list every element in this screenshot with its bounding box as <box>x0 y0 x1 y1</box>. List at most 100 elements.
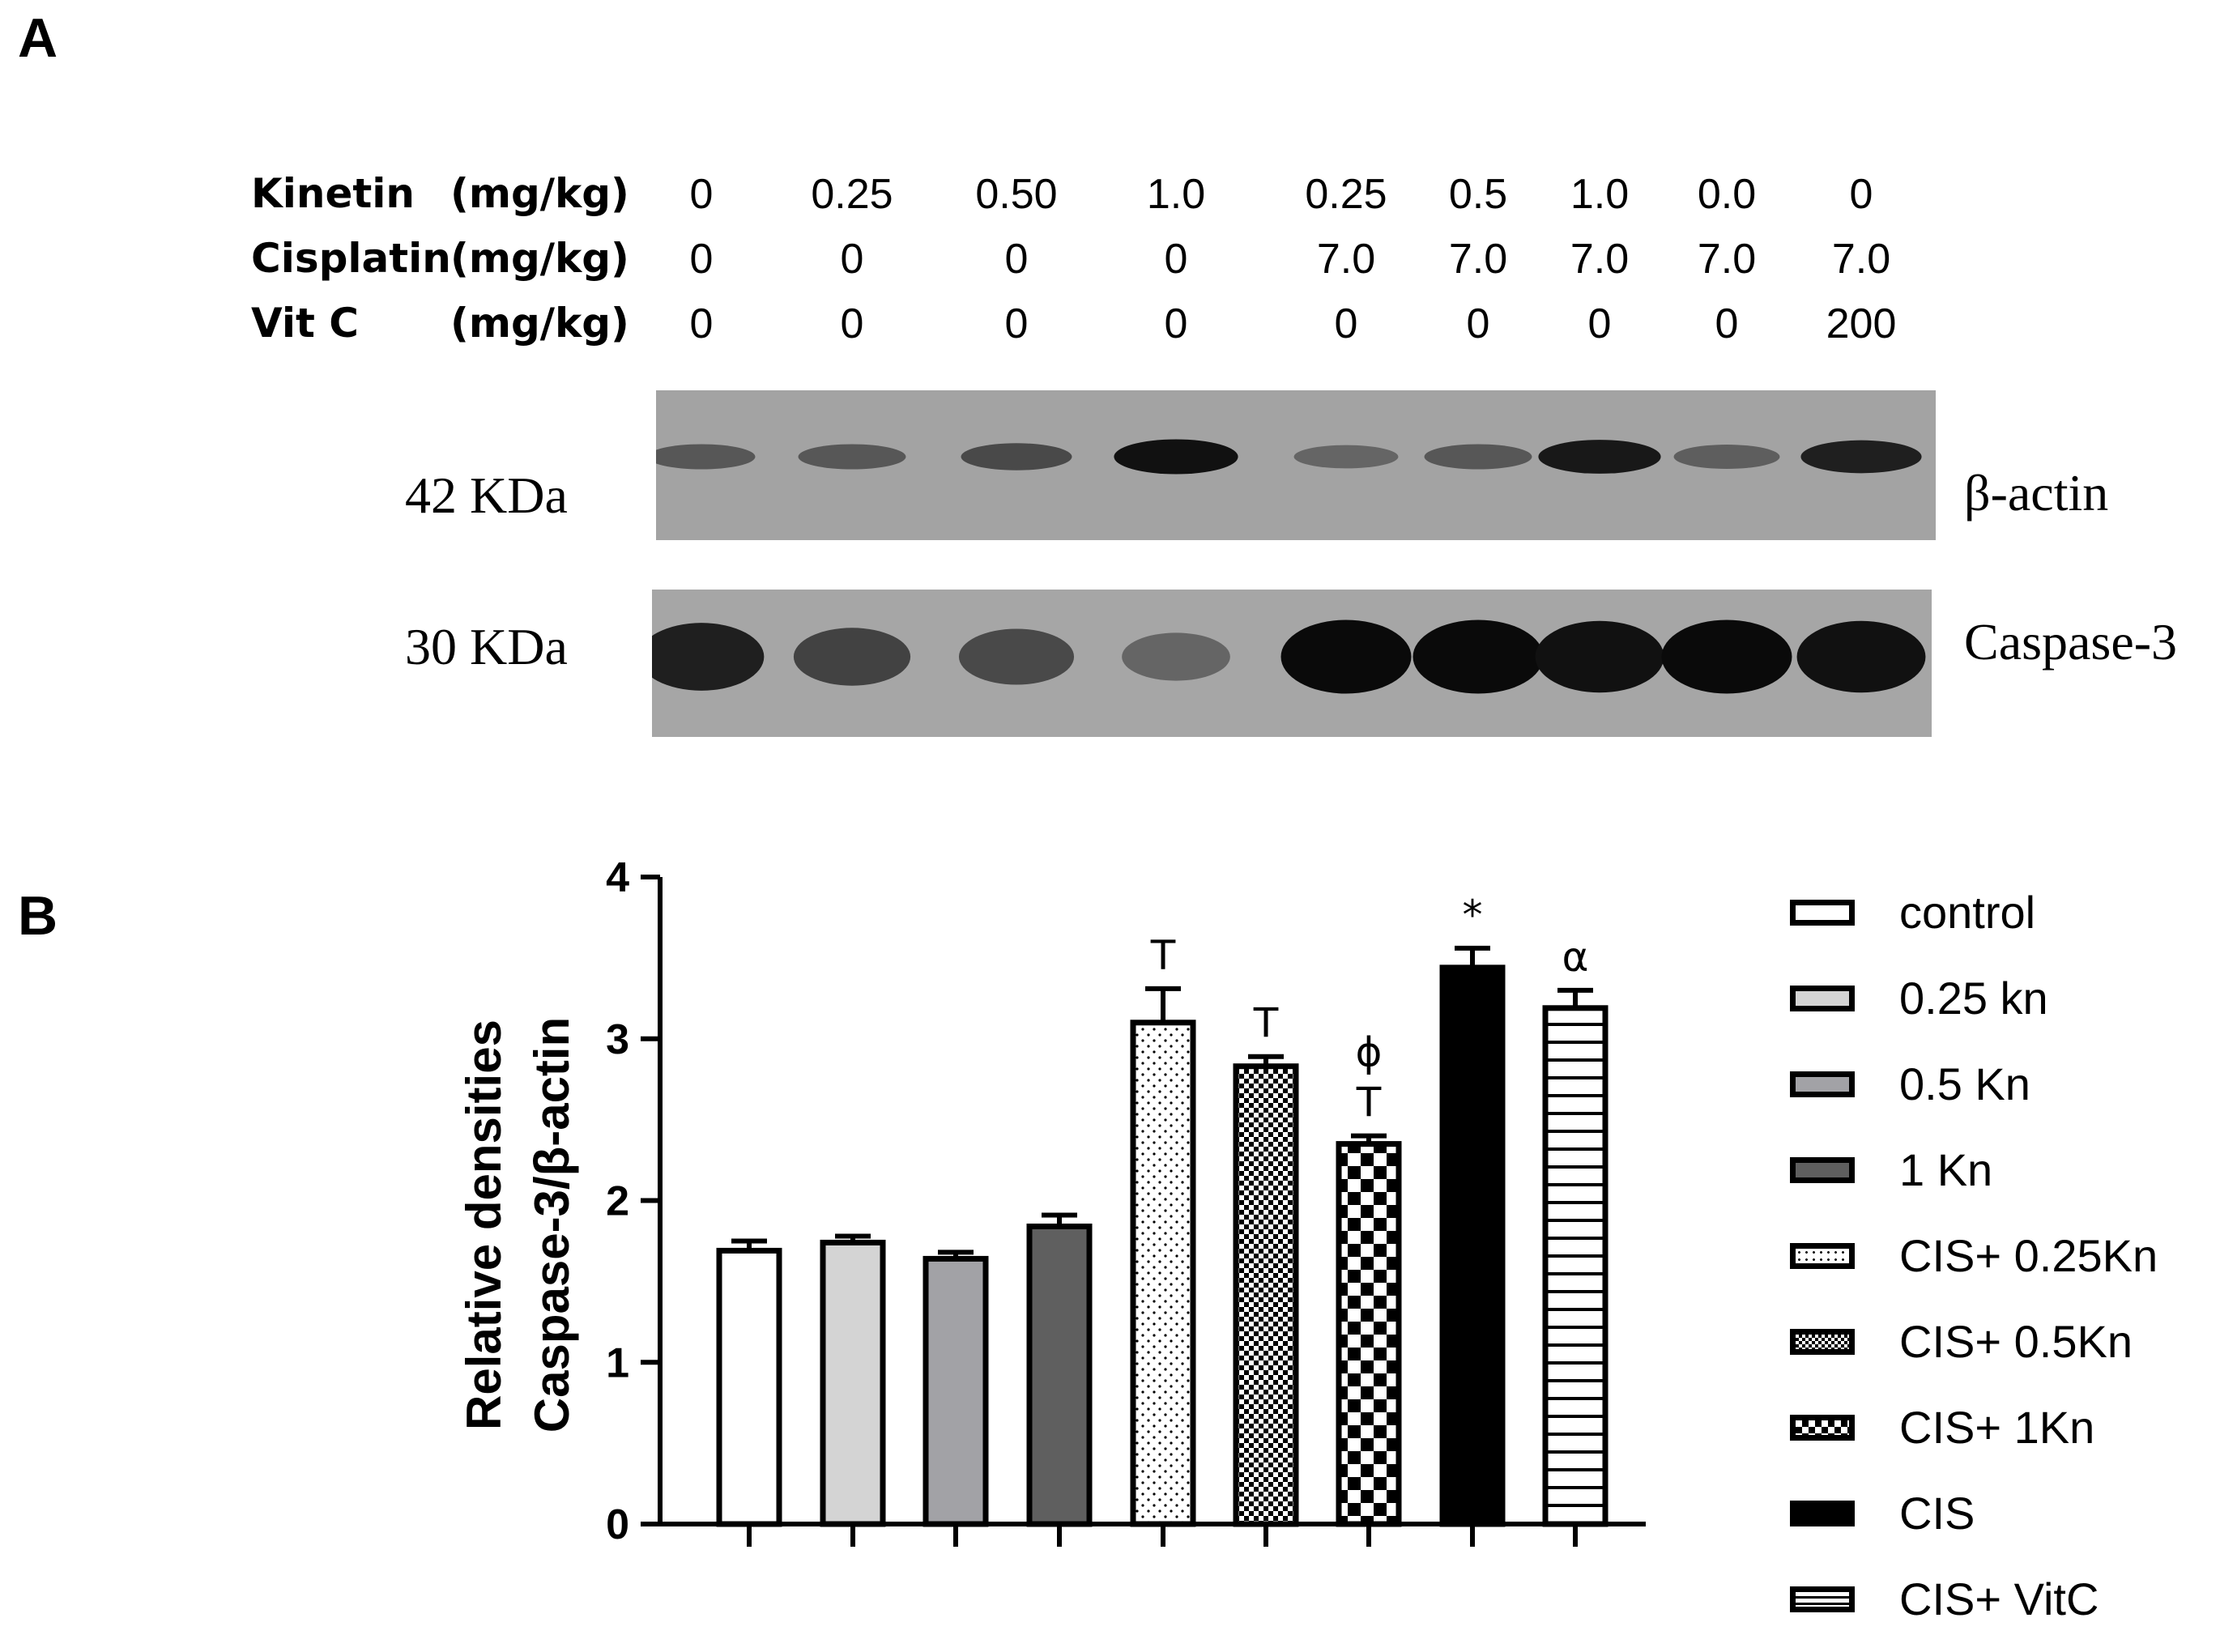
condition-value: 0 <box>840 236 864 283</box>
condition-row-cisplatin: Cisplatin (mg/kg) 0 0 0 0 7.0 7.0 7.0 7.0 7.0 <box>251 235 1890 292</box>
legend-label: CIS+ 0.5Kn <box>1899 1316 2133 1367</box>
blot-band <box>1424 444 1532 470</box>
legend-swatch <box>1790 1501 1855 1526</box>
condition-value: 0.25 <box>811 171 893 218</box>
blot-band <box>1413 620 1544 694</box>
condition-label: Kinetin <box>251 170 415 217</box>
significance-marker: T <box>1253 1000 1279 1047</box>
condition-unit: (mg/kg) <box>450 170 629 217</box>
bar <box>1542 1005 1609 1527</box>
blot-band <box>961 443 1072 470</box>
condition-value: 0.0 <box>1697 171 1757 218</box>
protein-label-beta-actin: β-actin <box>1964 464 2109 522</box>
y-tick-label: 2 <box>606 1178 629 1225</box>
blot-band <box>1122 632 1230 681</box>
condition-value: 0 <box>840 300 864 347</box>
blot-band <box>656 444 756 470</box>
legend-item: CIS <box>1790 1488 2211 1552</box>
legend-label: 1 Kn <box>1899 1144 1993 1195</box>
condition-value: 0.25 <box>1305 171 1387 218</box>
condition-row-kinetin: Kinetin (mg/kg) 0 0.25 0.50 1.0 0.25 0.5 1.0 0.… <box>251 170 1873 227</box>
bar <box>1439 964 1506 1527</box>
legend-swatch <box>1790 1243 1855 1269</box>
legend-label: CIS+ VitC <box>1899 1573 2099 1624</box>
y-tick-label: 4 <box>606 854 629 901</box>
condition-value: 7.0 <box>1570 236 1630 283</box>
bar <box>1233 1063 1299 1527</box>
legend-swatch <box>1790 900 1855 926</box>
mw-label-42: 42 KDa <box>405 466 568 524</box>
legend-item: CIS+ VitC <box>1790 1573 2211 1638</box>
bar <box>1336 1141 1402 1527</box>
legend-label: 0.25 kn <box>1899 973 2048 1024</box>
legend-label: CIS+ 1Kn <box>1899 1402 2095 1453</box>
panel-b-letter: B <box>18 885 58 947</box>
mw-label-30: 30 KDa <box>405 618 568 675</box>
blot-caspase-3 <box>652 590 1932 737</box>
blot-beta-actin <box>656 390 1936 540</box>
blot-band <box>1114 439 1238 475</box>
condition-value: 0 <box>1164 300 1188 347</box>
condition-value: 0 <box>1004 300 1029 347</box>
condition-value: 0 <box>1587 300 1612 347</box>
blot-band <box>1796 620 1926 693</box>
condition-unit: (mg/kg) <box>450 300 629 347</box>
legend-label: CIS <box>1899 1488 1975 1539</box>
legend-item: 1 Kn <box>1790 1144 2211 1209</box>
condition-row-vitc: Vit C (mg/kg) 0 0 0 0 0 0 0 0 200 <box>251 300 1896 356</box>
legend-swatch <box>1790 1071 1855 1097</box>
significance-marker: * <box>1463 892 1483 939</box>
condition-value: 1.0 <box>1146 171 1206 218</box>
legend-item: control <box>1790 887 2211 952</box>
y-tick-label: 3 <box>606 1016 629 1063</box>
blot-band <box>793 628 911 686</box>
legend-item: 0.25 kn <box>1790 973 2211 1037</box>
bar <box>1026 1223 1093 1527</box>
protein-label-caspase-3: Caspase-3 <box>1964 613 2178 671</box>
blot-band <box>1800 440 1922 474</box>
legend-label: control <box>1899 887 2036 938</box>
condition-value: 1.0 <box>1570 171 1630 218</box>
condition-value: 0.5 <box>1448 171 1508 218</box>
legend-swatch <box>1790 986 1855 1011</box>
blot-band <box>958 628 1075 685</box>
blot-band <box>1535 620 1664 693</box>
blot-band <box>1293 445 1399 469</box>
condition-value: 0 <box>1466 300 1490 347</box>
y-axis-label: Relative densities <box>457 1020 511 1430</box>
condition-value: 0 <box>689 236 714 283</box>
condition-unit: (mg/kg) <box>450 235 629 282</box>
significance-marker: T <box>1150 932 1176 979</box>
legend-item: CIS+ 1Kn <box>1790 1402 2211 1467</box>
condition-value: 0 <box>1715 300 1739 347</box>
bar <box>716 1247 782 1527</box>
legend-item: CIS+ 0.25Kn <box>1790 1230 2211 1295</box>
condition-value: 0 <box>1164 236 1188 283</box>
legend-label: 0.5 Kn <box>1899 1058 2030 1109</box>
condition-value: 7.0 <box>1831 236 1891 283</box>
condition-value: 7.0 <box>1316 236 1376 283</box>
legend-swatch <box>1790 1329 1855 1355</box>
blot-band <box>798 444 906 470</box>
blot-band <box>1538 440 1661 474</box>
panel-a-letter: A <box>18 7 58 69</box>
legend-swatch <box>1790 1586 1855 1612</box>
legend-swatch <box>1790 1157 1855 1183</box>
y-tick-label: 0 <box>606 1501 629 1548</box>
blot-band <box>1280 620 1412 694</box>
legend-item: CIS+ 0.5Kn <box>1790 1316 2211 1381</box>
condition-value: 7.0 <box>1448 236 1508 283</box>
legend-swatch <box>1790 1415 1855 1441</box>
condition-value: 0 <box>689 300 714 347</box>
condition-label: Vit C <box>251 300 359 347</box>
condition-value: 0 <box>1004 236 1029 283</box>
blot-band <box>1661 620 1792 694</box>
y-axis-label: Caspase-3/β-actin <box>525 1017 579 1433</box>
condition-value: 0 <box>1849 171 1873 218</box>
blot-band <box>652 623 765 691</box>
significance-marker: α <box>1562 934 1589 981</box>
condition-label: Cisplatin <box>251 235 451 282</box>
bar <box>820 1239 886 1527</box>
legend-label: CIS+ 0.25Kn <box>1899 1230 2158 1281</box>
